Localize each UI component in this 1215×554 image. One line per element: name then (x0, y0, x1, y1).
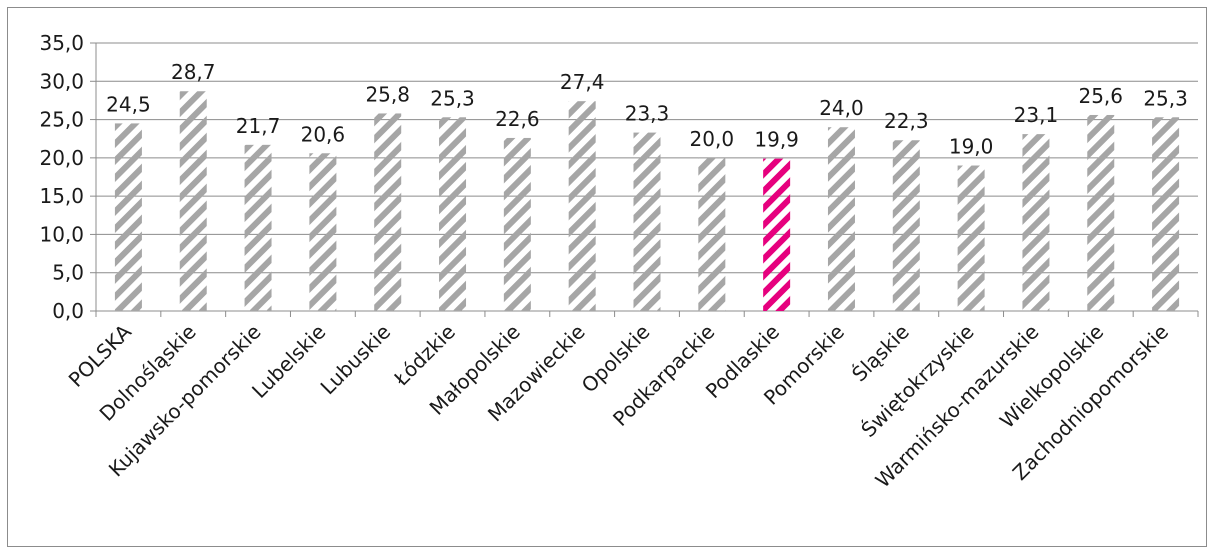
y-axis-ticks: 0,0 5,0 10,0 15,0 20,0 25,0 30,0 35,0 (39, 31, 1199, 323)
bar (957, 165, 985, 311)
data-label: 22,3 (884, 109, 929, 133)
x-tick-label: Lubuskie (316, 320, 396, 400)
data-label: 19,0 (949, 135, 994, 159)
bar (633, 132, 661, 311)
bar (503, 137, 531, 311)
data-label: 25,6 (1078, 84, 1123, 108)
bar (763, 158, 791, 311)
bar (244, 144, 272, 311)
bars (114, 91, 1180, 312)
y-tick-label: 35,0 (39, 31, 84, 55)
bar (114, 123, 142, 312)
bar (1152, 117, 1180, 311)
data-label: 23,1 (1014, 103, 1059, 127)
chart-frame (7, 7, 1207, 547)
data-label: 25,3 (1143, 86, 1188, 110)
bar (179, 91, 207, 312)
y-tick-label: 0,0 (52, 299, 84, 323)
y-tick-label: 20,0 (39, 146, 84, 170)
y-tick-label: 10,0 (39, 222, 84, 246)
x-axis-labels: POLSKADolnośląskieKujawsko-pomorskieLube… (64, 319, 1173, 492)
data-label: 28,7 (171, 60, 216, 84)
data-labels: 24,5 28,7 21,7 20,6 25,8 25,3 22,6 27,4 23,3 20,0… (106, 60, 1188, 158)
bar (698, 157, 726, 311)
data-label: 20,0 (690, 127, 735, 151)
bar (1087, 114, 1115, 311)
data-label: 23,3 (625, 102, 670, 126)
bar (827, 127, 855, 311)
bar (439, 117, 467, 311)
bar (892, 140, 920, 311)
data-label: 21,7 (236, 114, 281, 138)
x-tick-label: Świętokrzyskie (856, 320, 978, 442)
data-label: 22,6 (495, 107, 540, 131)
y-tick-label: 15,0 (39, 184, 84, 208)
data-label: 19,9 (754, 128, 799, 152)
data-label: 25,8 (365, 82, 410, 106)
bar (309, 153, 337, 311)
y-tick-label: 30,0 (39, 69, 84, 93)
bar (374, 113, 402, 312)
bar (1022, 134, 1050, 311)
bar (568, 101, 596, 312)
y-tick-label: 5,0 (52, 261, 84, 285)
data-label: 27,4 (560, 70, 605, 94)
data-label: 24,5 (106, 92, 151, 116)
data-label: 20,6 (301, 122, 346, 146)
data-label: 24,0 (819, 96, 864, 120)
data-label: 25,3 (430, 86, 475, 110)
y-tick-label: 25,0 (39, 108, 84, 132)
